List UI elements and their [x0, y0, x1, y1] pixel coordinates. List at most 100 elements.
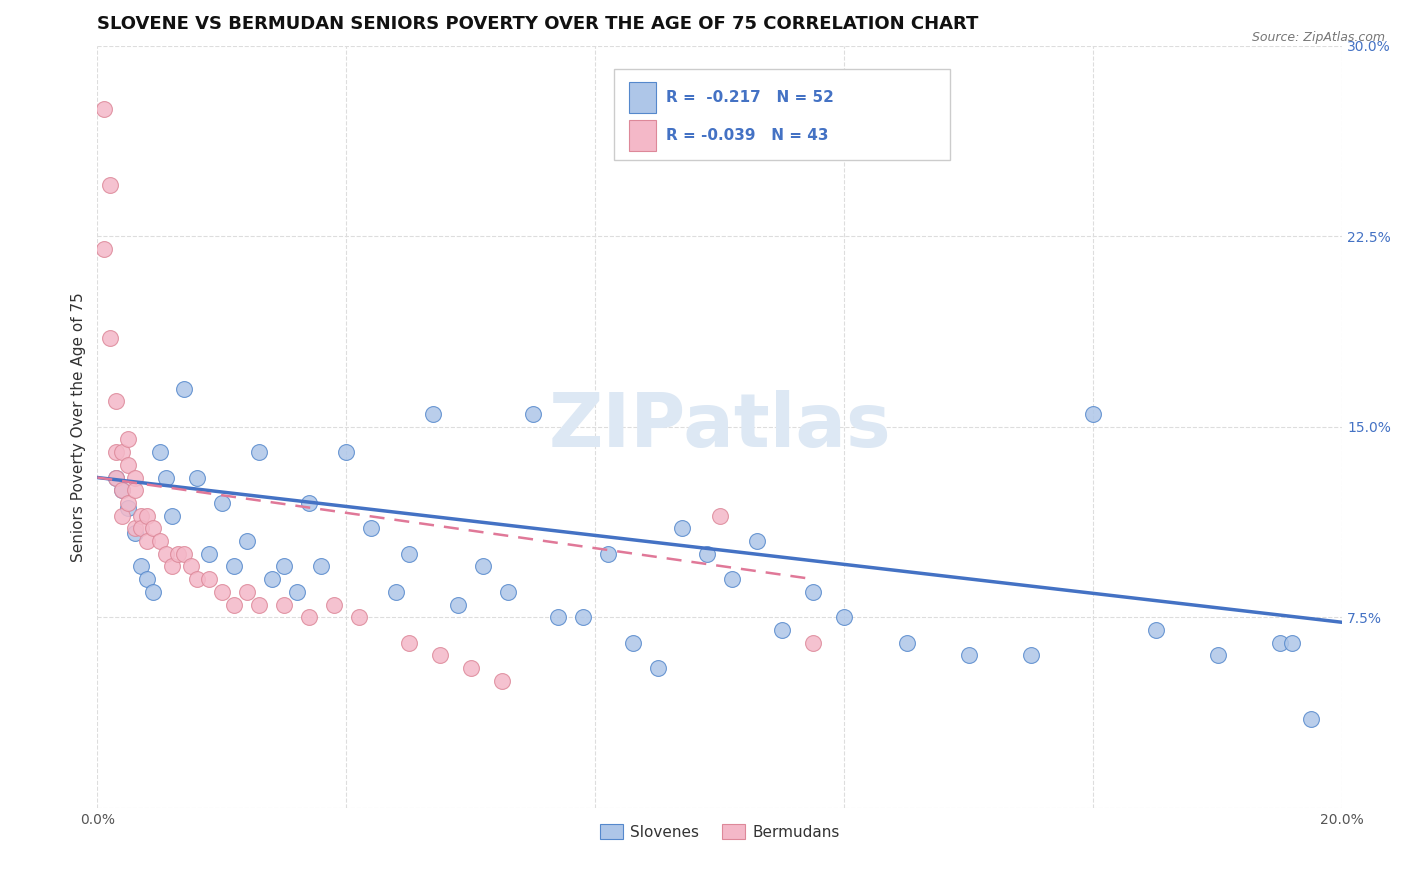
Point [1268, 635, 1291, 649]
Point [129, 508, 152, 523]
Point [273, 559, 295, 574]
Point [491, 673, 513, 688]
Point [224, 559, 246, 574]
Point [235, 584, 257, 599]
Point [124, 483, 146, 498]
Point [1083, 407, 1105, 421]
Point [422, 407, 444, 421]
Point [322, 598, 344, 612]
Legend: Slovenes, Bermudans: Slovenes, Bermudans [593, 818, 846, 846]
Point [186, 572, 208, 586]
Text: R =  -0.217   N = 52: R = -0.217 N = 52 [666, 90, 834, 105]
Point [285, 584, 308, 599]
Point [1206, 648, 1229, 663]
Point [124, 470, 146, 484]
Point [957, 648, 980, 663]
Point [522, 407, 544, 421]
Point [180, 559, 202, 574]
Point [111, 483, 134, 498]
Point [472, 559, 495, 574]
Point [447, 598, 470, 612]
Point [260, 572, 283, 586]
Point [198, 547, 221, 561]
Point [496, 584, 519, 599]
Point [547, 610, 569, 624]
Point [117, 433, 139, 447]
Point [155, 547, 177, 561]
Point [105, 470, 128, 484]
Point [460, 661, 482, 675]
Point [105, 445, 128, 459]
Point [385, 584, 408, 599]
Point [142, 584, 165, 599]
Point [149, 445, 172, 459]
Point [709, 508, 731, 523]
Point [105, 394, 128, 409]
Point [896, 635, 918, 649]
Point [1281, 635, 1303, 649]
Point [647, 661, 669, 675]
Point [142, 521, 165, 535]
Point [160, 559, 183, 574]
Point [621, 635, 644, 649]
Point [429, 648, 451, 663]
Point [335, 445, 357, 459]
Point [117, 496, 139, 510]
Point [572, 610, 595, 624]
Text: R = -0.039   N = 43: R = -0.039 N = 43 [666, 128, 828, 143]
Point [111, 508, 134, 523]
Point [347, 610, 370, 624]
Point [129, 521, 152, 535]
Point [93, 102, 115, 116]
Point [747, 534, 769, 549]
Point [298, 496, 321, 510]
Point [1301, 712, 1323, 726]
Point [149, 534, 172, 549]
Point [398, 635, 420, 649]
Point [136, 534, 159, 549]
Point [105, 470, 128, 484]
Point [124, 521, 146, 535]
Point [160, 508, 183, 523]
Point [398, 547, 420, 561]
Point [671, 521, 693, 535]
Point [117, 501, 139, 516]
Point [298, 610, 321, 624]
Point [247, 445, 270, 459]
Point [832, 610, 855, 624]
Point [360, 521, 382, 535]
Point [167, 547, 190, 561]
Point [1144, 623, 1167, 637]
Text: ZIPatlas: ZIPatlas [548, 390, 891, 463]
Point [198, 572, 221, 586]
Text: SLOVENE VS BERMUDAN SENIORS POVERTY OVER THE AGE OF 75 CORRELATION CHART: SLOVENE VS BERMUDAN SENIORS POVERTY OVER… [97, 15, 979, 33]
Point [1019, 648, 1042, 663]
Point [311, 559, 333, 574]
Point [186, 470, 208, 484]
Point [98, 178, 121, 193]
Point [111, 445, 134, 459]
Point [224, 598, 246, 612]
Point [136, 508, 159, 523]
Point [801, 635, 824, 649]
Point [696, 547, 718, 561]
FancyBboxPatch shape [614, 69, 950, 160]
Point [98, 331, 121, 345]
Point [770, 623, 793, 637]
Point [173, 382, 195, 396]
Point [173, 547, 195, 561]
Point [235, 534, 257, 549]
Point [211, 584, 233, 599]
Text: Source: ZipAtlas.com: Source: ZipAtlas.com [1251, 31, 1385, 45]
Y-axis label: Seniors Poverty Over the Age of 75: Seniors Poverty Over the Age of 75 [72, 292, 86, 562]
Point [93, 242, 115, 256]
Point [124, 526, 146, 541]
Point [129, 559, 152, 574]
Point [801, 584, 824, 599]
Point [117, 458, 139, 472]
FancyBboxPatch shape [628, 120, 657, 151]
Point [136, 572, 159, 586]
Point [155, 470, 177, 484]
Point [211, 496, 233, 510]
FancyBboxPatch shape [628, 82, 657, 112]
